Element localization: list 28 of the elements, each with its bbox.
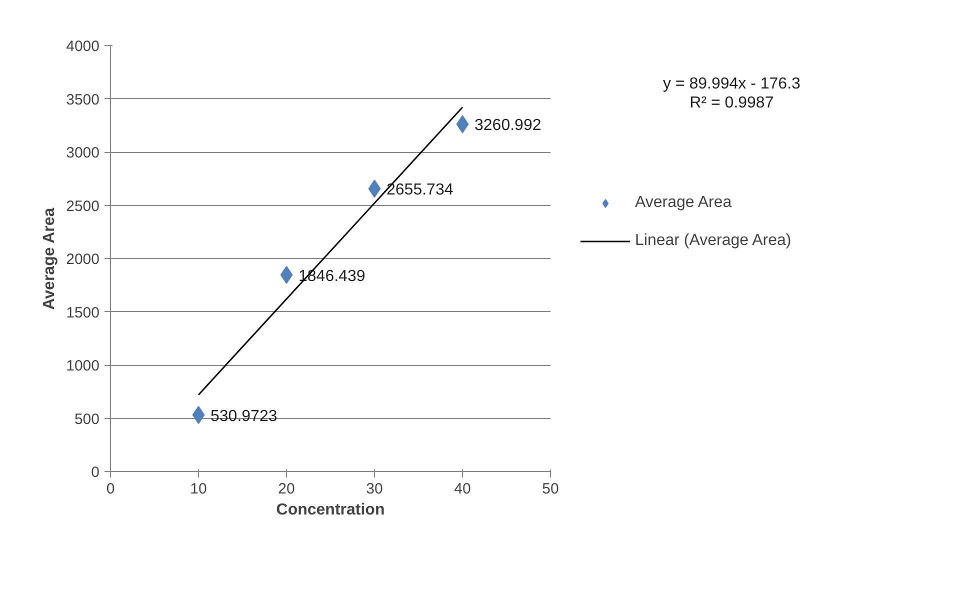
y-tick-label: 2000 [66,251,100,268]
point [192,406,205,424]
x-tick-label: 0 [106,480,115,498]
legend-label: Average Area [635,194,732,212]
y-axis-title: Average Area [41,208,58,310]
text: R² = 0.9987 [690,94,774,112]
y-tick-label: 0 [91,464,100,481]
data-label: 3260.992 [474,117,542,134]
y-tick-label: 500 [74,410,100,428]
x-tick-label: 50 [542,480,559,498]
data-label: 2655.734 [386,182,454,199]
y-tick-label: 1000 [66,358,100,374]
y-tick-label: 4000 [66,38,100,55]
point [280,266,293,284]
x-tick-label: 10 [190,480,207,498]
y-tick-label: 3000 [66,144,100,162]
point [456,115,469,134]
legend-label: Linear (Average Area) [635,232,792,250]
y-tick-label: 3500 [66,91,100,108]
y-tick-label: 2500 [66,198,100,215]
x-axis-title: Concentration [276,502,385,518]
text: y = 89.994x - 176.3 [662,75,801,92]
x-tick-label: 30 [366,480,383,498]
y-tick-label: 1500 [66,304,100,322]
x-tick-label: 20 [278,480,295,498]
point [368,180,381,198]
x-tick-label: 40 [454,480,471,498]
data-label: 530.9723 [210,408,278,425]
